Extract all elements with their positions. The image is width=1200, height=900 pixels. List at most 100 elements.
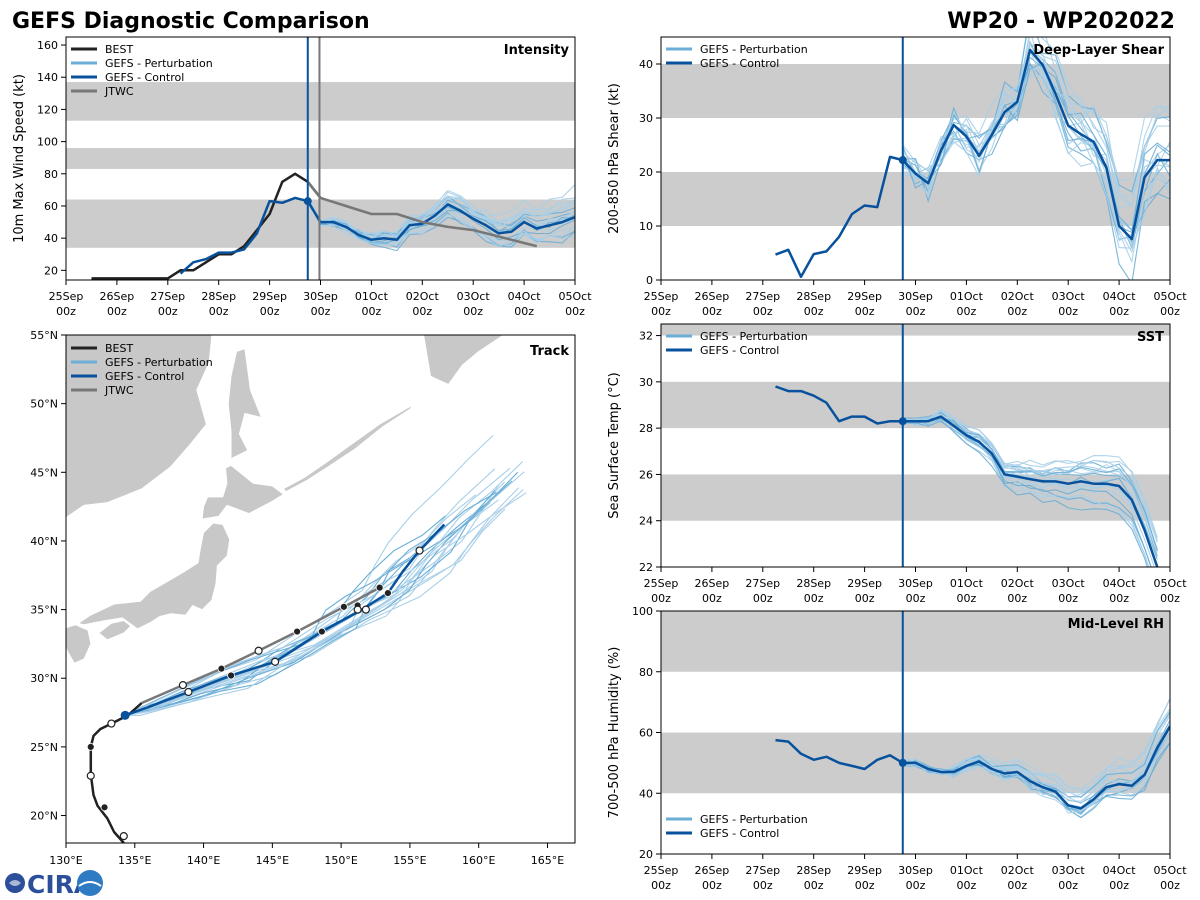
shear-x-tick-label: 05Oct: [1153, 290, 1187, 303]
rh-x-tick-label: 00z: [1007, 879, 1027, 892]
track-lat-label: 55°N: [30, 329, 58, 342]
shear-y-tick-label: 10: [639, 220, 653, 233]
sst-x-tick-label: 00z: [804, 592, 824, 605]
shear-gefs-control-line: [775, 48, 1170, 279]
track-position-marker-open: [119, 832, 128, 841]
intensity-band-1: [66, 148, 575, 169]
track-panel: 130°E 135°E 140°E 145°E 150°E 155°E 160°E 165°E…: [30, 329, 576, 867]
rh-x-tick-label: 26Sep: [695, 864, 730, 877]
sst-x-tick-label: 00z: [1109, 592, 1129, 605]
intensity-legend-label: JTWC: [104, 85, 134, 98]
rh-legend-label: GEFS - Control: [700, 827, 779, 840]
hokkaido-landmass: [201, 464, 285, 520]
rh-x-tick-label: 25Sep: [644, 864, 679, 877]
rh-x-tick-label: 00z: [1058, 879, 1078, 892]
rh-legend-label: GEFS - Perturbation: [700, 813, 808, 826]
shear-x-tick-label: 00z: [804, 305, 824, 318]
track-position-marker: [339, 602, 348, 611]
track-position-marker: [293, 627, 302, 636]
shear-x-tick-label: 00z: [1109, 305, 1129, 318]
track-current-position: [120, 710, 130, 720]
shear-x-tick-label: 03Oct: [1052, 290, 1086, 303]
track-title: Track: [530, 344, 569, 359]
shear-y-tick-label: 20: [639, 166, 653, 179]
intensity-x-tick-label: 26Sep: [100, 290, 135, 303]
track-legend-label: JTWC: [104, 384, 134, 397]
rh-band-1: [661, 611, 1170, 672]
track-lat-label: 40°N: [30, 535, 58, 548]
intensity-jtwc-line: [306, 181, 538, 248]
shear-x-tick-label: 00z: [1058, 305, 1078, 318]
intensity-x-tick-label: 25Sep: [49, 290, 84, 303]
asia-mainland-landmass: [66, 335, 213, 569]
sst-perturbation-line: [902, 415, 1158, 538]
sst-perturbation-line: [902, 408, 1158, 543]
intensity-y-tick-label: 80: [44, 168, 58, 181]
rh-x-tick-label: 00z: [753, 879, 773, 892]
shear-panel: 25Sep 00z 26Sep 00z 27Sep 00z 28Sep 00z 29Sep 00z…: [607, 36, 1187, 318]
track-lon-label: 140°E: [187, 854, 220, 867]
sst-y-tick-label: 30: [639, 376, 653, 389]
track-position-marker: [100, 803, 109, 812]
track-perturbation-line: [124, 468, 496, 716]
intensity-x-tick-label: 00z: [56, 305, 76, 318]
shear-legend-label: GEFS - Perturbation: [700, 43, 808, 56]
intensity-x-tick-label: 00z: [158, 305, 178, 318]
sst-perturbation-line: [902, 420, 1148, 567]
intensity-x-tick-label: 00z: [107, 305, 127, 318]
track-position-marker: [317, 627, 326, 636]
track-lon-label: 155°E: [393, 854, 426, 867]
intensity-title: Intensity: [504, 43, 570, 58]
shear-x-tick-label: 00z: [1160, 305, 1180, 318]
sst-y-tick-label: 22: [639, 561, 653, 574]
intensity-x-tick-label: 00z: [209, 305, 229, 318]
rh-x-tick-label: 00z: [1160, 879, 1180, 892]
track-lon-label: 150°E: [324, 854, 357, 867]
sst-x-tick-label: 27Sep: [745, 577, 780, 590]
kamchatka-landmass: [423, 335, 505, 385]
track-position-marker-open: [361, 605, 370, 614]
track-lat-label: 45°N: [30, 466, 58, 479]
intensity-legend-label: GEFS - Control: [105, 71, 184, 84]
sst-legend-label: GEFS - Perturbation: [700, 330, 808, 343]
sst-x-tick-label: 05Oct: [1153, 577, 1187, 590]
rh-x-tick-label: 00z: [906, 879, 926, 892]
shear-x-tick-label: 01Oct: [950, 290, 984, 303]
shear-band-0: [661, 172, 1170, 226]
track-lon-label: 145°E: [256, 854, 289, 867]
sst-legend-label: GEFS - Control: [700, 344, 779, 357]
rh-y-tick-label: 100: [632, 605, 653, 618]
track-perturbation-line: [125, 461, 524, 716]
track-position-marker-open: [184, 687, 193, 697]
intensity-band-2: [66, 82, 575, 121]
track-best-line: [89, 702, 143, 843]
track-lat-label: 50°N: [30, 398, 58, 411]
sst-plot-area: [661, 324, 1170, 567]
intensity-x-tick-label: 28Sep: [201, 290, 236, 303]
shear-y-tick-label: 30: [639, 112, 653, 125]
intensity-y-axis-label: 10m Max Wind Speed (kt): [12, 74, 27, 243]
intensity-x-tick-label: 02Oct: [406, 290, 440, 303]
rh-y-tick-label: 60: [639, 727, 653, 740]
sst-frame: [660, 323, 1171, 568]
rh-x-tick-label: 00z: [1109, 879, 1129, 892]
rh-y-tick-label: 40: [639, 787, 653, 800]
sst-x-tick-label: 00z: [1007, 592, 1027, 605]
track-plot-area: [66, 335, 527, 843]
rh-title: Mid-Level RH: [1068, 617, 1164, 632]
shear-x-tick-label: 00z: [957, 305, 977, 318]
sst-x-tick-label: 29Sep: [847, 577, 882, 590]
sst-x-tick-label: 00z: [1160, 592, 1180, 605]
sst-x-tick-label: 00z: [753, 592, 773, 605]
cira-logo: CIRA: [5, 870, 103, 899]
shear-x-tick-label: 26Sep: [695, 290, 730, 303]
intensity-y-tick-label: 40: [44, 232, 58, 245]
rh-x-tick-label: 00z: [957, 879, 977, 892]
sst-x-tick-label: 01Oct: [950, 577, 984, 590]
rh-x-tick-label: 00z: [804, 879, 824, 892]
shear-x-tick-label: 00z: [1007, 305, 1027, 318]
rh-x-tick-label: 00z: [855, 879, 875, 892]
track-lon-label: 135°E: [118, 854, 151, 867]
sst-x-tick-label: 26Sep: [695, 577, 730, 590]
rh-x-tick-label: 01Oct: [950, 864, 984, 877]
